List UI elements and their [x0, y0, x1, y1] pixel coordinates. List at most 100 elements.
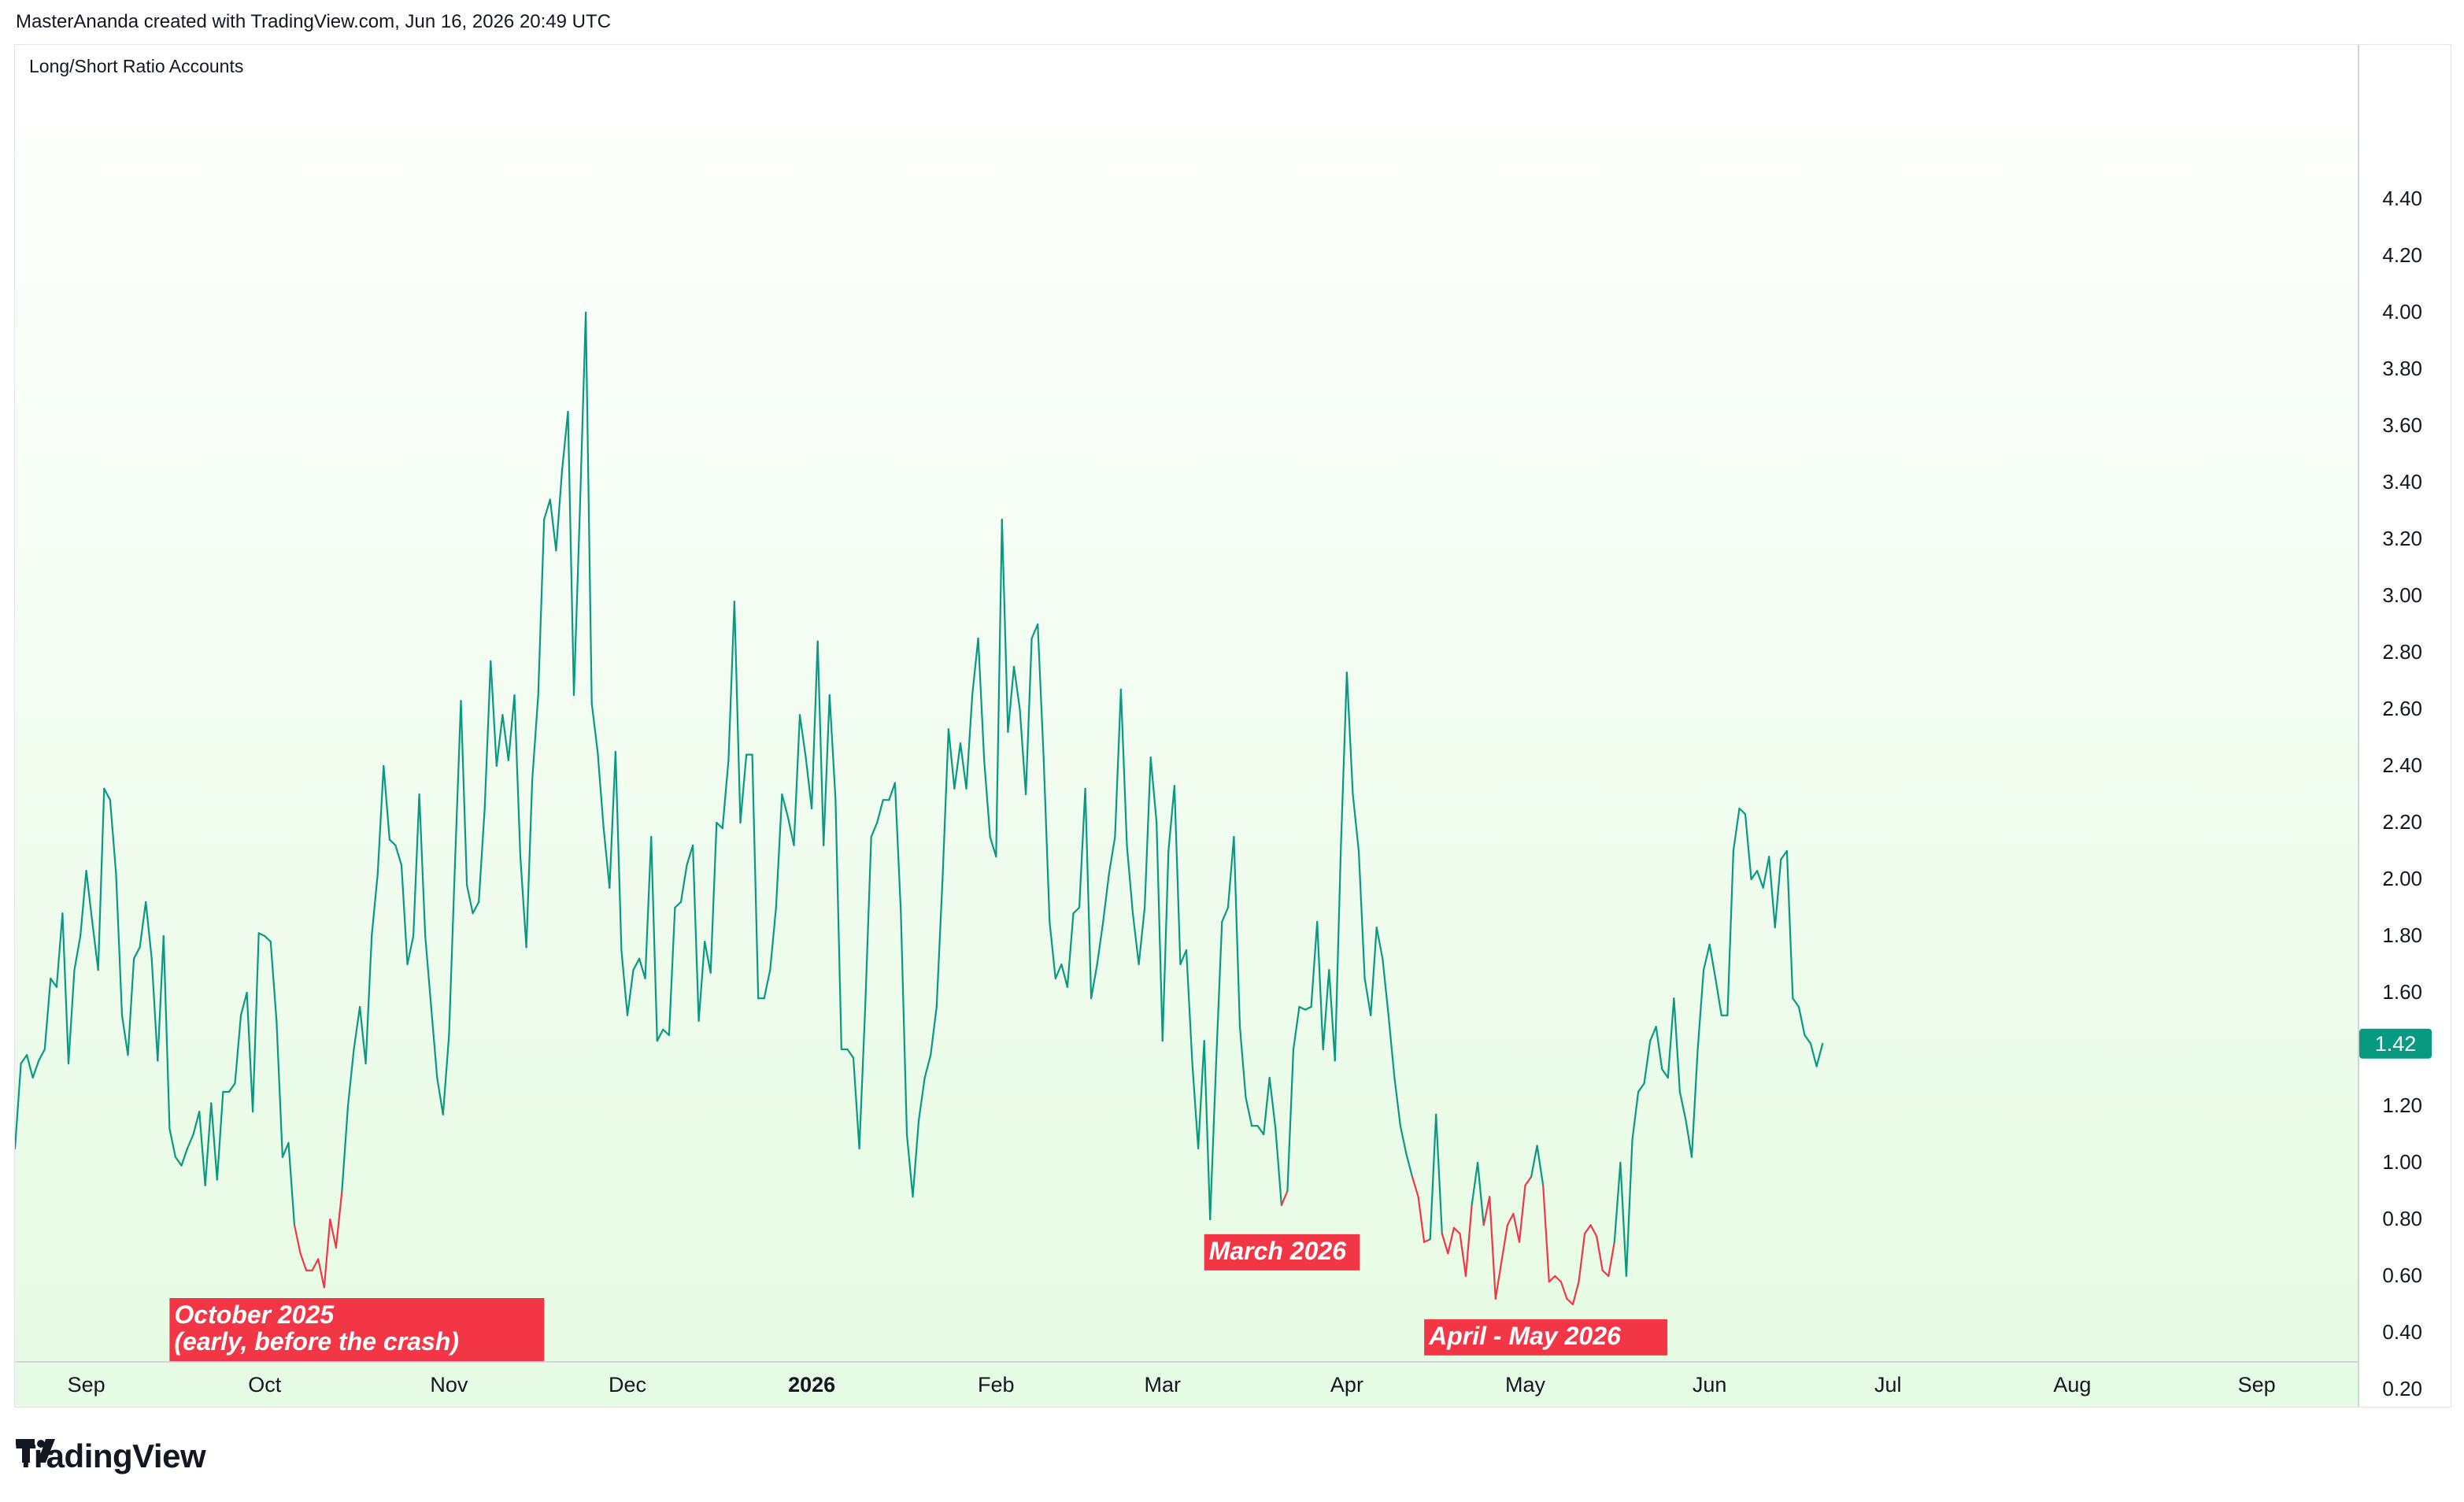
- series-segment: [1245, 1097, 1253, 1127]
- series-segment: [1363, 977, 1372, 1016]
- chart-frame: Long/Short Ratio Accounts 4.40 4.20 4.00 3.…: [14, 44, 2451, 1408]
- series-segment: [257, 932, 266, 938]
- y-tick-label: 0.20: [2382, 1377, 2422, 1400]
- series-segment: [704, 941, 712, 974]
- series-segment: [483, 660, 492, 810]
- series-segment: [1489, 1196, 1497, 1300]
- price-axis[interactable]: [2358, 45, 2451, 1407]
- series-segment: [1030, 623, 1039, 640]
- series-segment: [323, 1218, 331, 1289]
- series-segment: [1571, 1281, 1580, 1306]
- x-tick-label: Jul: [1874, 1373, 1902, 1397]
- series-segment: [317, 1258, 325, 1289]
- series-segment: [561, 410, 569, 472]
- series-segment: [15, 1062, 22, 1150]
- series-segment: [1649, 1026, 1657, 1042]
- y-tick-label: 2.40: [2382, 753, 2422, 777]
- series-segment: [917, 1076, 926, 1122]
- series-segment: [50, 977, 58, 988]
- series-segment: [709, 821, 718, 974]
- series-segment: [1156, 821, 1164, 1042]
- series-segment: [1084, 787, 1093, 1000]
- series-segment: [1060, 963, 1069, 988]
- series-segment: [1007, 665, 1016, 733]
- series-segment: [662, 1028, 671, 1037]
- series-segment: [893, 782, 902, 915]
- series-segment: [947, 728, 956, 790]
- y-tick-label: 1.80: [2382, 923, 2422, 947]
- series-segment: [900, 912, 908, 1136]
- series-segment: [359, 1005, 367, 1065]
- y-tick-label: 2.00: [2382, 867, 2422, 890]
- series-segment: [139, 901, 147, 949]
- x-tick-label: Sep: [68, 1373, 105, 1397]
- series-segment: [810, 640, 819, 810]
- series-segment: [543, 498, 551, 520]
- series-segment: [1815, 1042, 1824, 1067]
- series-segment: [1185, 949, 1193, 1065]
- series-segment: [26, 1054, 34, 1079]
- y-tick-label: 0.40: [2382, 1320, 2422, 1344]
- series-segment: [816, 640, 825, 846]
- time-axis[interactable]: [15, 1361, 2358, 1407]
- y-tick-label: 1.20: [2382, 1093, 2422, 1117]
- series-segment: [864, 835, 872, 1008]
- series-segment: [329, 1218, 337, 1249]
- series-segment: [1608, 1241, 1615, 1278]
- series-segment: [472, 901, 480, 915]
- series-segment: [1774, 858, 1782, 929]
- series-segment: [531, 694, 539, 782]
- series-segment: [1452, 1226, 1461, 1235]
- series-segment: [20, 1054, 28, 1065]
- series-segment: [120, 1014, 129, 1056]
- series-segment: [1559, 1281, 1568, 1300]
- series-segment: [346, 1048, 355, 1108]
- series-segment: [513, 694, 522, 858]
- x-tick-label: May: [1505, 1373, 1546, 1397]
- plot-area[interactable]: [15, 45, 2358, 1407]
- y-tick-label: 3.00: [2382, 583, 2422, 607]
- series-segment: [1601, 1269, 1610, 1278]
- series-segment: [38, 1048, 46, 1062]
- series-segment: [584, 311, 593, 705]
- series-segment: [383, 764, 390, 841]
- series-segment: [632, 957, 641, 971]
- series-segment: [1340, 671, 1349, 846]
- series-segment: [656, 1028, 664, 1042]
- series-segment: [436, 1076, 444, 1115]
- series-segment: [1797, 1005, 1806, 1037]
- series-segment: [109, 799, 117, 875]
- series-segment: [905, 1133, 914, 1198]
- series-segment: [1382, 957, 1389, 1016]
- series-segment: [133, 946, 141, 960]
- series-segment: [888, 782, 897, 801]
- series-segment: [1655, 1026, 1663, 1071]
- x-tick-label: Sep: [2238, 1373, 2276, 1397]
- series-segment: [1518, 1184, 1526, 1243]
- series-segment: [388, 838, 397, 846]
- series-segment: [448, 864, 457, 1037]
- series-segment: [1417, 1196, 1426, 1243]
- series-segment: [495, 714, 504, 768]
- series-segment: [180, 1147, 189, 1167]
- series-segment: [519, 856, 527, 949]
- series-segment: [501, 714, 510, 761]
- series-segment: [798, 714, 807, 759]
- series-segment: [579, 311, 587, 512]
- series-segment: [1203, 1040, 1212, 1221]
- series-segment: [846, 1048, 855, 1059]
- series-segment: [1715, 977, 1722, 1016]
- series-segment: [418, 793, 427, 938]
- indicator-title[interactable]: Long/Short Ratio Accounts: [29, 56, 244, 76]
- series-segment: [413, 793, 420, 938]
- series-segment: [858, 1005, 867, 1150]
- series-segment: [442, 1034, 450, 1115]
- series-segment: [1037, 623, 1045, 759]
- series-segment: [1696, 969, 1705, 1051]
- series-segment: [1429, 1113, 1437, 1241]
- series-segment: [1179, 949, 1188, 966]
- series-segment: [983, 759, 991, 838]
- series-segment: [567, 410, 575, 697]
- series-segment: [1131, 912, 1140, 966]
- series-segment: [852, 1056, 860, 1150]
